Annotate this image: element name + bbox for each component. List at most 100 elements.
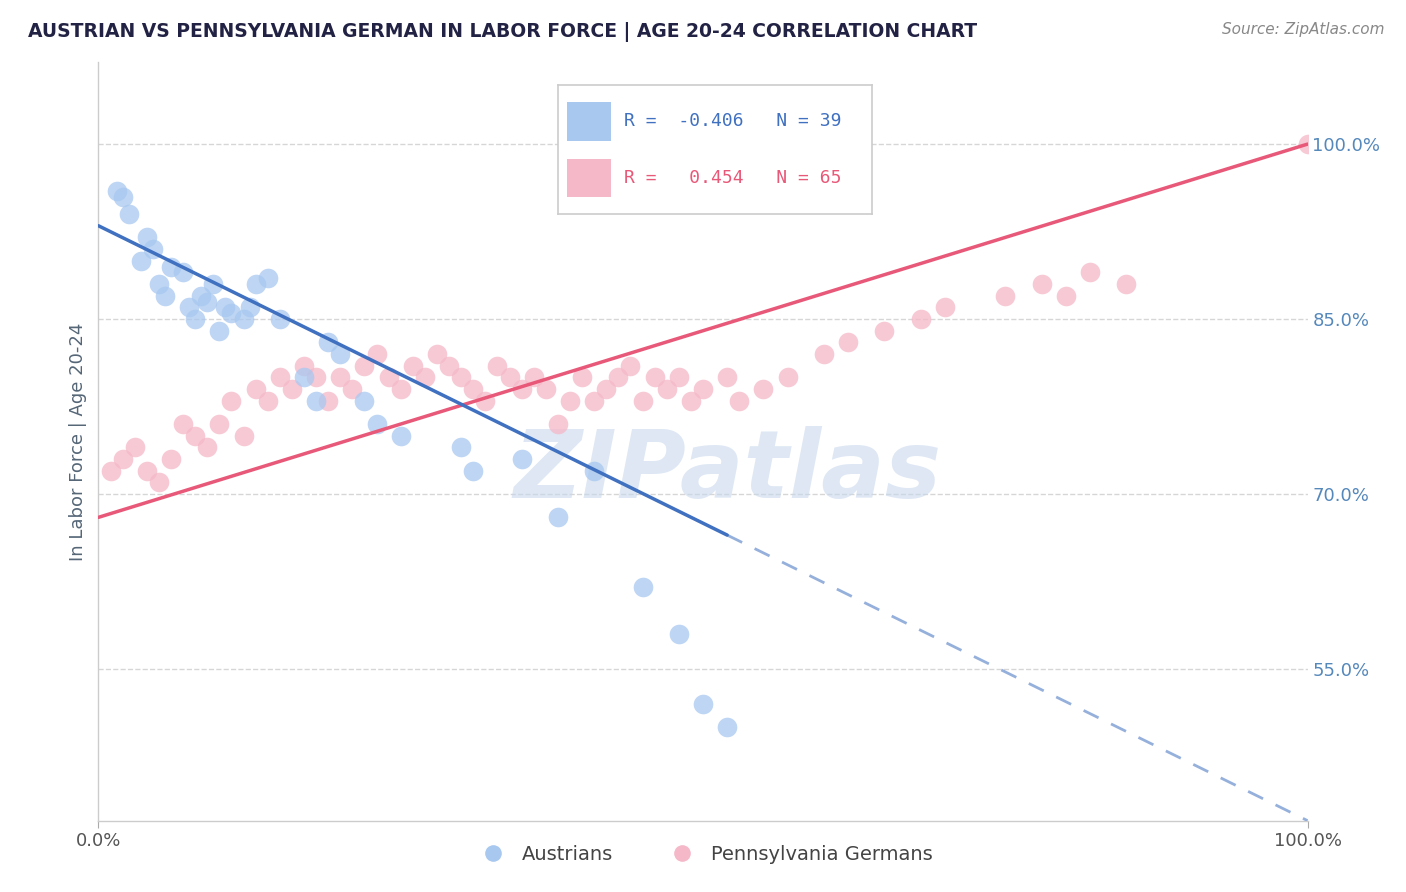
Point — [644, 370, 666, 384]
Point — [837, 335, 859, 350]
Point — [437, 359, 460, 373]
Point — [776, 370, 799, 384]
Point — [1031, 277, 1053, 291]
Point — [934, 301, 956, 315]
Point — [1296, 137, 1319, 152]
Point — [329, 370, 352, 384]
Point — [269, 312, 291, 326]
Point — [607, 370, 630, 384]
Point — [655, 382, 678, 396]
Point — [129, 253, 152, 268]
Point — [256, 393, 278, 408]
Point — [752, 382, 775, 396]
Point — [305, 370, 328, 384]
Point — [692, 697, 714, 711]
Point — [281, 382, 304, 396]
Point — [389, 382, 412, 396]
Point — [160, 452, 183, 467]
Point — [190, 289, 212, 303]
Point — [292, 370, 315, 384]
Point — [245, 382, 267, 396]
Point — [450, 441, 472, 455]
Point — [1054, 289, 1077, 303]
Point — [1115, 277, 1137, 291]
Point — [668, 370, 690, 384]
Point — [631, 393, 654, 408]
Point — [179, 301, 201, 315]
Point — [316, 335, 339, 350]
Point — [534, 382, 557, 396]
Point — [239, 301, 262, 315]
Point — [728, 393, 751, 408]
Point — [510, 452, 533, 467]
Point — [232, 312, 254, 326]
Point — [631, 580, 654, 594]
Point — [256, 271, 278, 285]
Point — [366, 347, 388, 361]
Legend: Austrians, Pennsylvania Germans: Austrians, Pennsylvania Germans — [465, 837, 941, 871]
Point — [463, 382, 485, 396]
Point — [208, 417, 231, 431]
Point — [583, 393, 606, 408]
Y-axis label: In Labor Force | Age 20-24: In Labor Force | Age 20-24 — [69, 322, 87, 561]
Point — [377, 370, 399, 384]
Point — [111, 189, 134, 203]
Point — [595, 382, 617, 396]
Point — [148, 277, 170, 291]
Text: AUSTRIAN VS PENNSYLVANIA GERMAN IN LABOR FORCE | AGE 20-24 CORRELATION CHART: AUSTRIAN VS PENNSYLVANIA GERMAN IN LABOR… — [28, 22, 977, 42]
Point — [716, 720, 738, 734]
Text: ZIPatlas: ZIPatlas — [513, 425, 941, 518]
Point — [486, 359, 509, 373]
Point — [135, 230, 157, 244]
Point — [100, 464, 122, 478]
Point — [692, 382, 714, 396]
Point — [679, 393, 702, 408]
Point — [353, 359, 375, 373]
Point — [153, 289, 176, 303]
Text: Source: ZipAtlas.com: Source: ZipAtlas.com — [1222, 22, 1385, 37]
Point — [124, 441, 146, 455]
Point — [463, 464, 485, 478]
Point — [172, 417, 194, 431]
Point — [135, 464, 157, 478]
Point — [1078, 265, 1101, 279]
Point — [402, 359, 425, 373]
Point — [305, 393, 328, 408]
Point — [873, 324, 896, 338]
Point — [668, 627, 690, 641]
Point — [510, 382, 533, 396]
Point — [353, 393, 375, 408]
Point — [269, 370, 291, 384]
Point — [498, 370, 520, 384]
Point — [910, 312, 932, 326]
Point — [142, 242, 165, 256]
Point — [571, 370, 593, 384]
Point — [221, 393, 243, 408]
Point — [232, 428, 254, 442]
Point — [619, 359, 641, 373]
Point — [316, 393, 339, 408]
Point — [813, 347, 835, 361]
Point — [994, 289, 1017, 303]
Point — [450, 370, 472, 384]
Point — [195, 441, 218, 455]
Point — [413, 370, 436, 384]
Point — [105, 184, 128, 198]
Point — [583, 464, 606, 478]
Point — [292, 359, 315, 373]
Point — [195, 294, 218, 309]
Point — [426, 347, 449, 361]
Point — [558, 393, 581, 408]
Point — [160, 260, 183, 274]
Point — [523, 370, 546, 384]
Point — [148, 475, 170, 490]
Point — [111, 452, 134, 467]
Point — [342, 382, 364, 396]
Point — [202, 277, 225, 291]
Point — [547, 417, 569, 431]
Point — [172, 265, 194, 279]
Point — [208, 324, 231, 338]
Point — [118, 207, 141, 221]
Point — [716, 370, 738, 384]
Point — [184, 428, 207, 442]
